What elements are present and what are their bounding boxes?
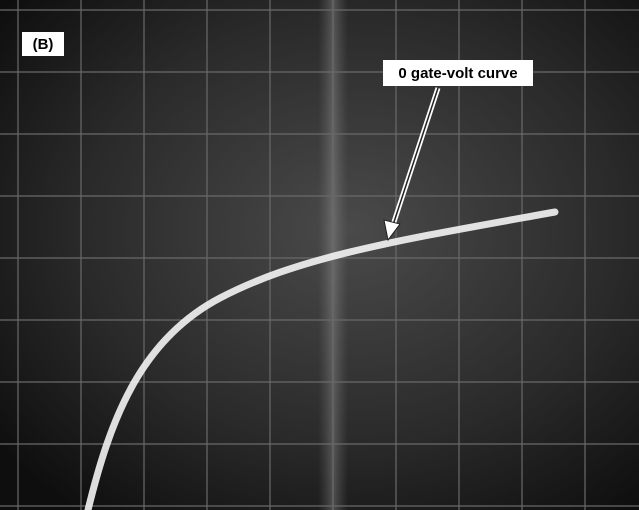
annotation-box: [383, 60, 533, 86]
arrow-head: [383, 219, 401, 242]
trace-curve: [84, 208, 559, 510]
panel-label-box: [22, 32, 64, 56]
panel-label: (B): [33, 36, 54, 53]
annotation: 0 gate-volt curve: [398, 65, 517, 82]
arrow-shaft-inner: [391, 87, 439, 229]
